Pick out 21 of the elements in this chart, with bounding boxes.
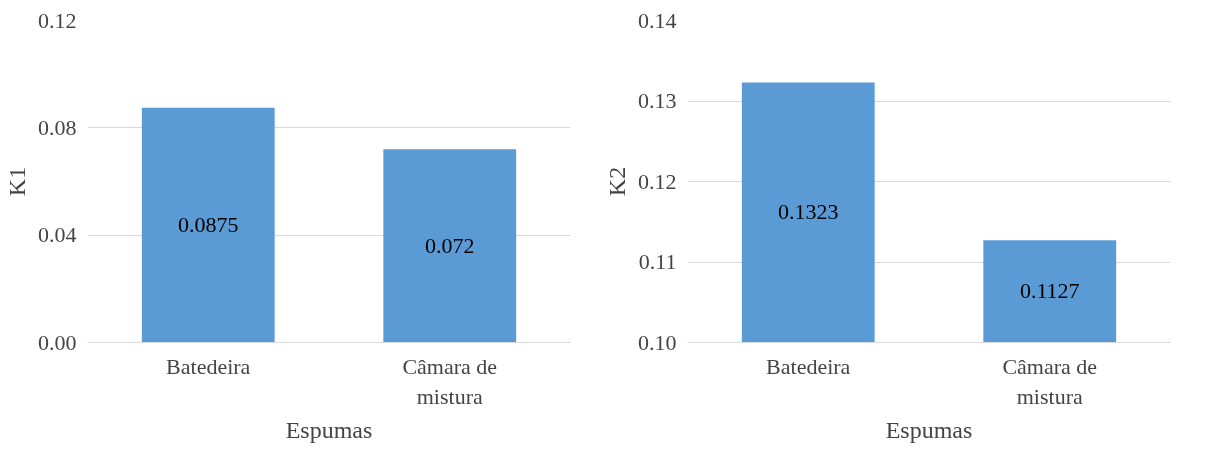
y-axis-title: K2 [604, 166, 630, 197]
y-tick-label: 0.00 [38, 329, 77, 355]
y-tick-label: 0.13 [638, 88, 677, 113]
y-tick-label: 0.11 [638, 249, 677, 274]
x-tick-label: Batedeira [166, 353, 251, 379]
y-axis-title: K1 [4, 166, 30, 197]
data-label: 0.1323 [778, 199, 839, 225]
data-label: 0.072 [425, 232, 475, 258]
y-tick-label: 0.12 [638, 168, 677, 194]
y-tick-label: 0.10 [638, 329, 677, 355]
y-tick-label: 0.04 [38, 222, 77, 248]
y-tick-label: 0.14 [638, 7, 677, 33]
x-tick-label: Câmara de mistura [402, 353, 498, 409]
x-axis-title: Espumas [285, 416, 373, 443]
x-tick-label: Câmara de mistura [1002, 353, 1098, 409]
x-tick-label: Batedeira [766, 353, 851, 379]
y-tick-label: 0.08 [38, 114, 77, 140]
data-label: 0.1127 [1019, 278, 1080, 304]
x-axis-title: Espumas [885, 416, 973, 443]
data-label: 0.0875 [178, 212, 239, 238]
y-tick-label: 0.12 [38, 7, 77, 33]
